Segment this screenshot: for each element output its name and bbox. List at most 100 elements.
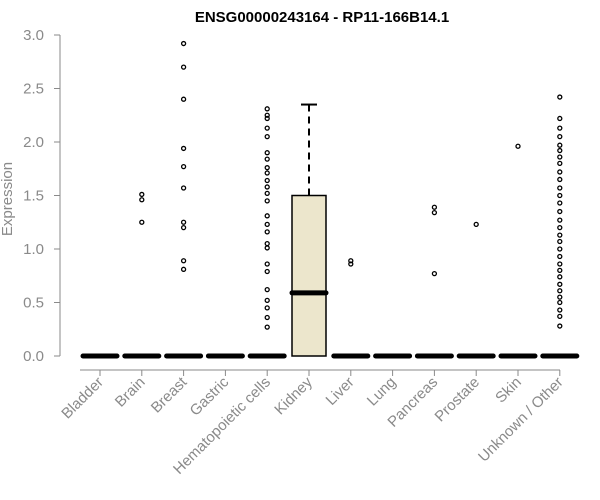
outlier-point — [557, 133, 563, 140]
outlier-point — [264, 150, 270, 156]
outlier-point — [557, 307, 563, 313]
outlier-point — [180, 185, 187, 191]
outlier-point — [139, 191, 145, 198]
outlier-point — [264, 297, 270, 304]
x-tick-label: Lung — [364, 374, 400, 410]
y-tick-label: 2.0 — [23, 134, 44, 151]
box-8 — [414, 204, 454, 359]
outlier-point — [557, 185, 563, 191]
box-body — [291, 194, 327, 357]
box-10 — [498, 143, 538, 359]
outlier-point — [348, 261, 354, 267]
outlier-point — [264, 133, 270, 140]
outlier-point — [557, 267, 563, 274]
box-5 — [289, 103, 329, 357]
outlier-point — [557, 313, 563, 320]
outlier-point — [264, 156, 270, 162]
y-tick-label: 2.5 — [23, 81, 44, 98]
outlier-point — [557, 115, 563, 122]
outlier-point — [180, 266, 187, 272]
x-tick-label: Brain — [112, 374, 149, 411]
outlier-point — [431, 204, 438, 210]
outlier-point — [264, 314, 270, 321]
outlier-point — [264, 221, 270, 228]
outlier-point — [557, 176, 563, 183]
outlier-point — [264, 240, 270, 247]
outlier-point — [180, 40, 187, 47]
outlier-point — [264, 305, 270, 311]
outlier-point — [557, 125, 563, 131]
y-tick-label: 1.5 — [23, 188, 44, 205]
y-tick-label: 0.5 — [23, 295, 44, 312]
box-11 — [540, 94, 580, 359]
x-tick-label: Kidney — [271, 373, 316, 418]
outlier-point — [431, 270, 438, 277]
outlier-point — [180, 96, 187, 102]
outlier-point — [557, 224, 563, 231]
x-tick-label: Bladder — [58, 374, 107, 423]
y-ticks: 0.0 0.5 1.0 1.5 2.0 2.5 3.0 — [23, 27, 60, 365]
outlier-point — [557, 246, 563, 252]
x-tick-label: Skin — [492, 374, 525, 407]
x-tick-label: Liver — [323, 374, 358, 409]
outlier-point — [180, 145, 187, 152]
outlier-point — [264, 112, 270, 118]
outlier-point — [557, 154, 563, 160]
outlier-point — [557, 200, 563, 206]
outlier-point — [557, 274, 563, 280]
outlier-point — [180, 224, 187, 231]
boxes — [80, 40, 580, 359]
outlier-point — [557, 299, 563, 306]
outlier-point — [557, 208, 563, 215]
outlier-point — [557, 217, 563, 223]
outlier-point — [264, 170, 270, 176]
outlier-point — [557, 253, 563, 260]
outlier-point — [264, 229, 270, 235]
outlier-point — [557, 169, 563, 175]
outlier-point — [264, 268, 270, 275]
outlier-point — [180, 64, 187, 70]
outlier-point — [557, 232, 563, 238]
outlier-point — [557, 294, 563, 300]
outlier-point — [264, 261, 270, 267]
outlier-point — [557, 192, 563, 199]
outlier-point — [557, 288, 563, 294]
outlier-point — [264, 177, 270, 184]
outlier-point — [139, 219, 145, 225]
box-6 — [331, 258, 371, 359]
x-tick-label: Prostate — [431, 374, 483, 426]
outlier-point — [264, 324, 270, 330]
outlier-point — [515, 143, 521, 149]
outlier-point — [557, 238, 563, 245]
outlier-point — [264, 190, 270, 197]
y-axis-label: Expression — [0, 162, 16, 236]
outlier-point — [180, 163, 187, 170]
outlier-point — [264, 165, 270, 171]
outlier-point — [431, 209, 438, 216]
y-tick-label: 0.0 — [23, 348, 44, 365]
y-tick-label: 3.0 — [23, 27, 44, 44]
outlier-point — [264, 106, 270, 112]
outlier-point — [557, 147, 563, 154]
outlier-point — [348, 258, 354, 264]
outlier-point — [264, 245, 270, 251]
outlier-point — [557, 323, 563, 329]
outlier-point — [557, 94, 563, 100]
box-9 — [456, 221, 496, 359]
outlier-point — [264, 198, 270, 204]
y-tick-label: 1.0 — [23, 241, 44, 258]
x-tick-label: Breast — [148, 373, 191, 416]
outlier-point — [264, 184, 270, 190]
outlier-point — [557, 261, 563, 267]
box-4 — [247, 106, 287, 359]
box-1 — [122, 191, 162, 359]
outlier-point — [264, 115, 270, 122]
chart-title: ENSG00000243164 - RP11-166B14.1 — [195, 9, 449, 26]
outlier-point — [180, 258, 187, 264]
outlier-point — [557, 142, 563, 148]
outlier-point — [264, 125, 270, 131]
box-2 — [164, 40, 204, 359]
outlier-point — [139, 197, 145, 203]
outlier-point — [180, 219, 187, 225]
